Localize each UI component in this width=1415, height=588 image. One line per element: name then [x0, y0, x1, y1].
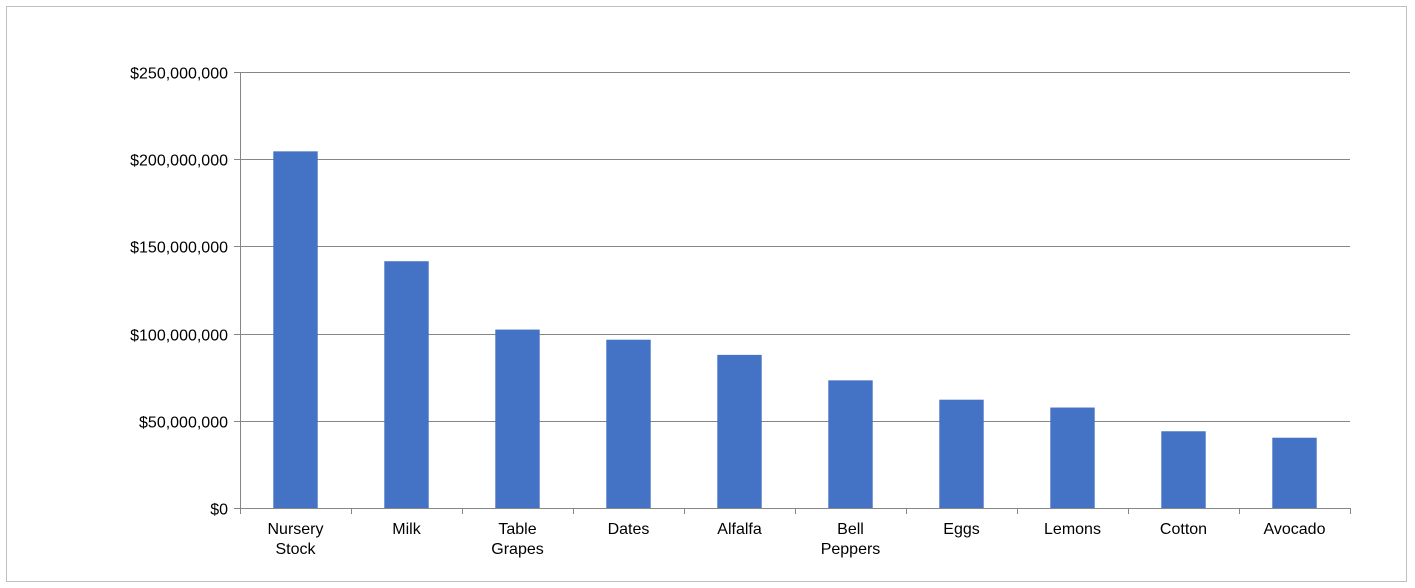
bar [495, 329, 540, 508]
x-tick-label: Alfalfa [717, 521, 762, 538]
bar [717, 354, 762, 508]
x-tick-label: Milk [392, 521, 421, 538]
bar [828, 380, 873, 508]
y-tick-label: $250,000,000 [130, 66, 228, 83]
bar [606, 339, 651, 508]
x-tick-label: Table Grapes [491, 521, 543, 558]
bar [1161, 431, 1206, 508]
x-tick-label: Bell Peppers [821, 521, 881, 558]
y-tick-label: $100,000,000 [130, 328, 228, 345]
x-tick-label: Dates [608, 521, 650, 538]
bar [1050, 407, 1095, 508]
bar [939, 399, 984, 508]
x-tick-label: Eggs [943, 521, 979, 538]
x-tick-label: Cotton [1160, 521, 1207, 538]
x-tick-label: Nursery Stock [267, 521, 323, 558]
y-tick-label: $150,000,000 [130, 240, 228, 257]
bar [384, 261, 429, 508]
bar [273, 151, 318, 509]
y-tick-label: $0 [210, 502, 228, 519]
y-tick-label: $200,000,000 [130, 153, 228, 170]
y-tick-label: $50,000,000 [139, 415, 228, 432]
x-tick-label: Lemons [1044, 521, 1101, 538]
x-tick-label: Avocado [1264, 521, 1326, 538]
bar [1272, 437, 1317, 508]
